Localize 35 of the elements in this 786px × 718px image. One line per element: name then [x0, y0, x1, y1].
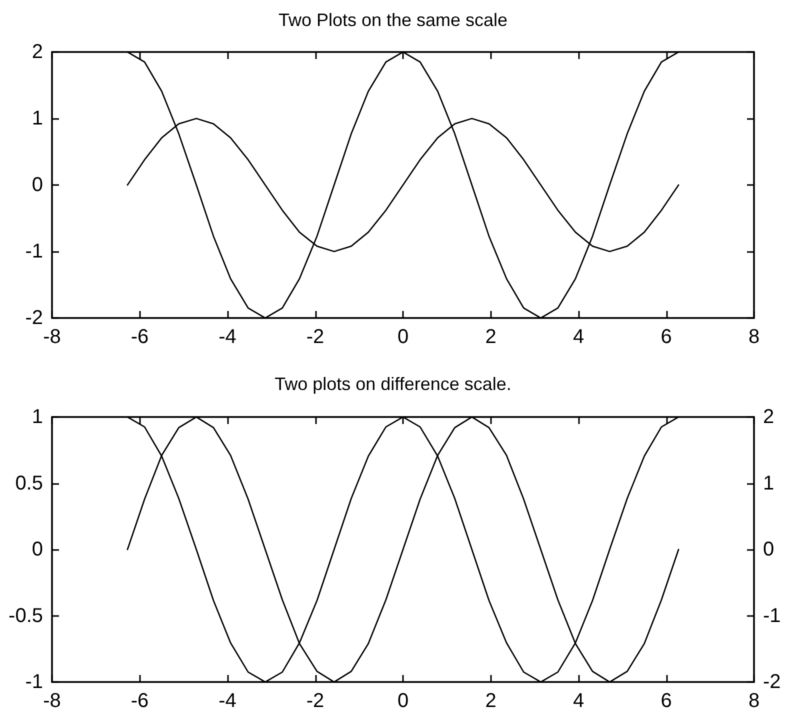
y2-tick-label: 2: [763, 406, 774, 428]
x-tick-label: 4: [572, 690, 584, 712]
x-tick-label: -8: [43, 690, 61, 712]
y-tick-label: -1: [25, 240, 43, 262]
x-tick-label: -4: [218, 326, 236, 348]
y-tick-label: 0: [32, 174, 43, 196]
x-tick-label: 2: [485, 326, 496, 348]
y-tick-label: 0.5: [15, 472, 43, 494]
chart-title: Two Plots on the same scale: [278, 10, 508, 30]
x-tick-label: 8: [748, 326, 760, 348]
chart-title: Two plots on difference scale.: [274, 374, 512, 394]
x-tick-label: -6: [130, 326, 149, 348]
y-tick-label: -2: [25, 307, 43, 329]
x-tick-label: -8: [43, 326, 61, 348]
x-tick-label: 0: [397, 690, 409, 712]
y2-tick-label: -1: [763, 604, 781, 627]
x-tick-label: -4: [218, 690, 236, 712]
y2-tick-label: 1: [763, 472, 774, 494]
y-tick-label: 0: [32, 538, 43, 560]
y2-tick-label: -2: [763, 671, 781, 693]
x-tick-label: -6: [130, 690, 149, 712]
y-tick-label: 2: [32, 41, 43, 63]
y-tick-label: 1: [32, 108, 43, 130]
y-tick-label: 1: [32, 406, 43, 428]
y-tick-label: -0.5: [8, 604, 43, 627]
y2-tick-label: 0: [763, 538, 774, 560]
x-tick-label: 0: [397, 326, 409, 348]
x-tick-label: -2: [306, 326, 324, 348]
x-tick-label: 4: [572, 326, 584, 348]
x-tick-label: -2: [306, 690, 324, 712]
x-tick-label: 8: [748, 690, 760, 712]
x-tick-label: 6: [660, 690, 672, 712]
y-tick-label: -1: [25, 671, 43, 693]
x-tick-label: 6: [660, 326, 672, 348]
x-tick-label: 2: [485, 690, 496, 712]
